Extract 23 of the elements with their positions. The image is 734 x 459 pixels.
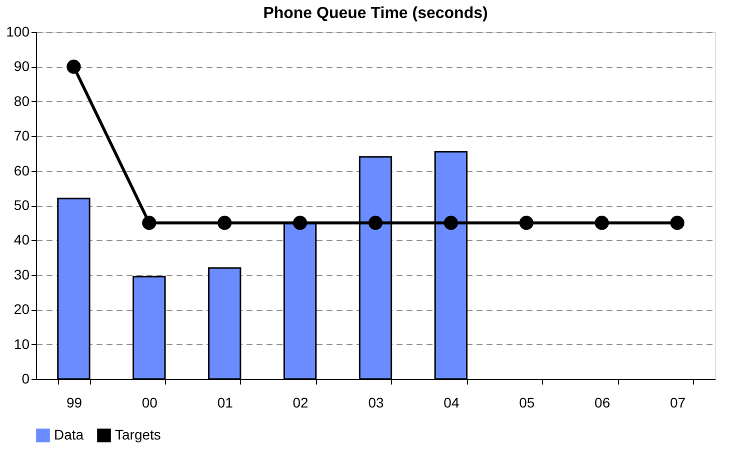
y-tick-label: 100 [6,24,30,40]
y-tick-label: 20 [14,301,30,318]
y-tick-label: 50 [14,197,30,213]
x-tick-label: 06 [594,394,610,410]
y-tick-label: 70 [14,128,30,144]
x-tick-label: 07 [670,394,686,410]
x-tick-label: 05 [519,394,535,410]
y-tick-label: 40 [14,232,30,248]
x-tick-label: 02 [292,394,309,410]
chart-title: Phone Queue Time (seconds) [263,5,488,22]
y-tick-label: 90 [14,58,30,74]
x-tick-label: 04 [444,394,460,410]
x-tick-label: 03 [368,394,384,410]
x-tick-label: 99 [66,394,82,410]
x-tick-label: 00 [142,394,158,410]
y-tick-label: 30 [14,266,30,282]
legend-label: Targets [115,426,161,442]
legend-label: Data [54,426,84,442]
y-tick-label: 60 [14,162,30,178]
y-tick-label: 10 [14,336,30,352]
y-tick-label: 80 [14,92,30,109]
x-tick-label: 01 [217,394,234,410]
y-tick-label: 0 [22,370,30,386]
